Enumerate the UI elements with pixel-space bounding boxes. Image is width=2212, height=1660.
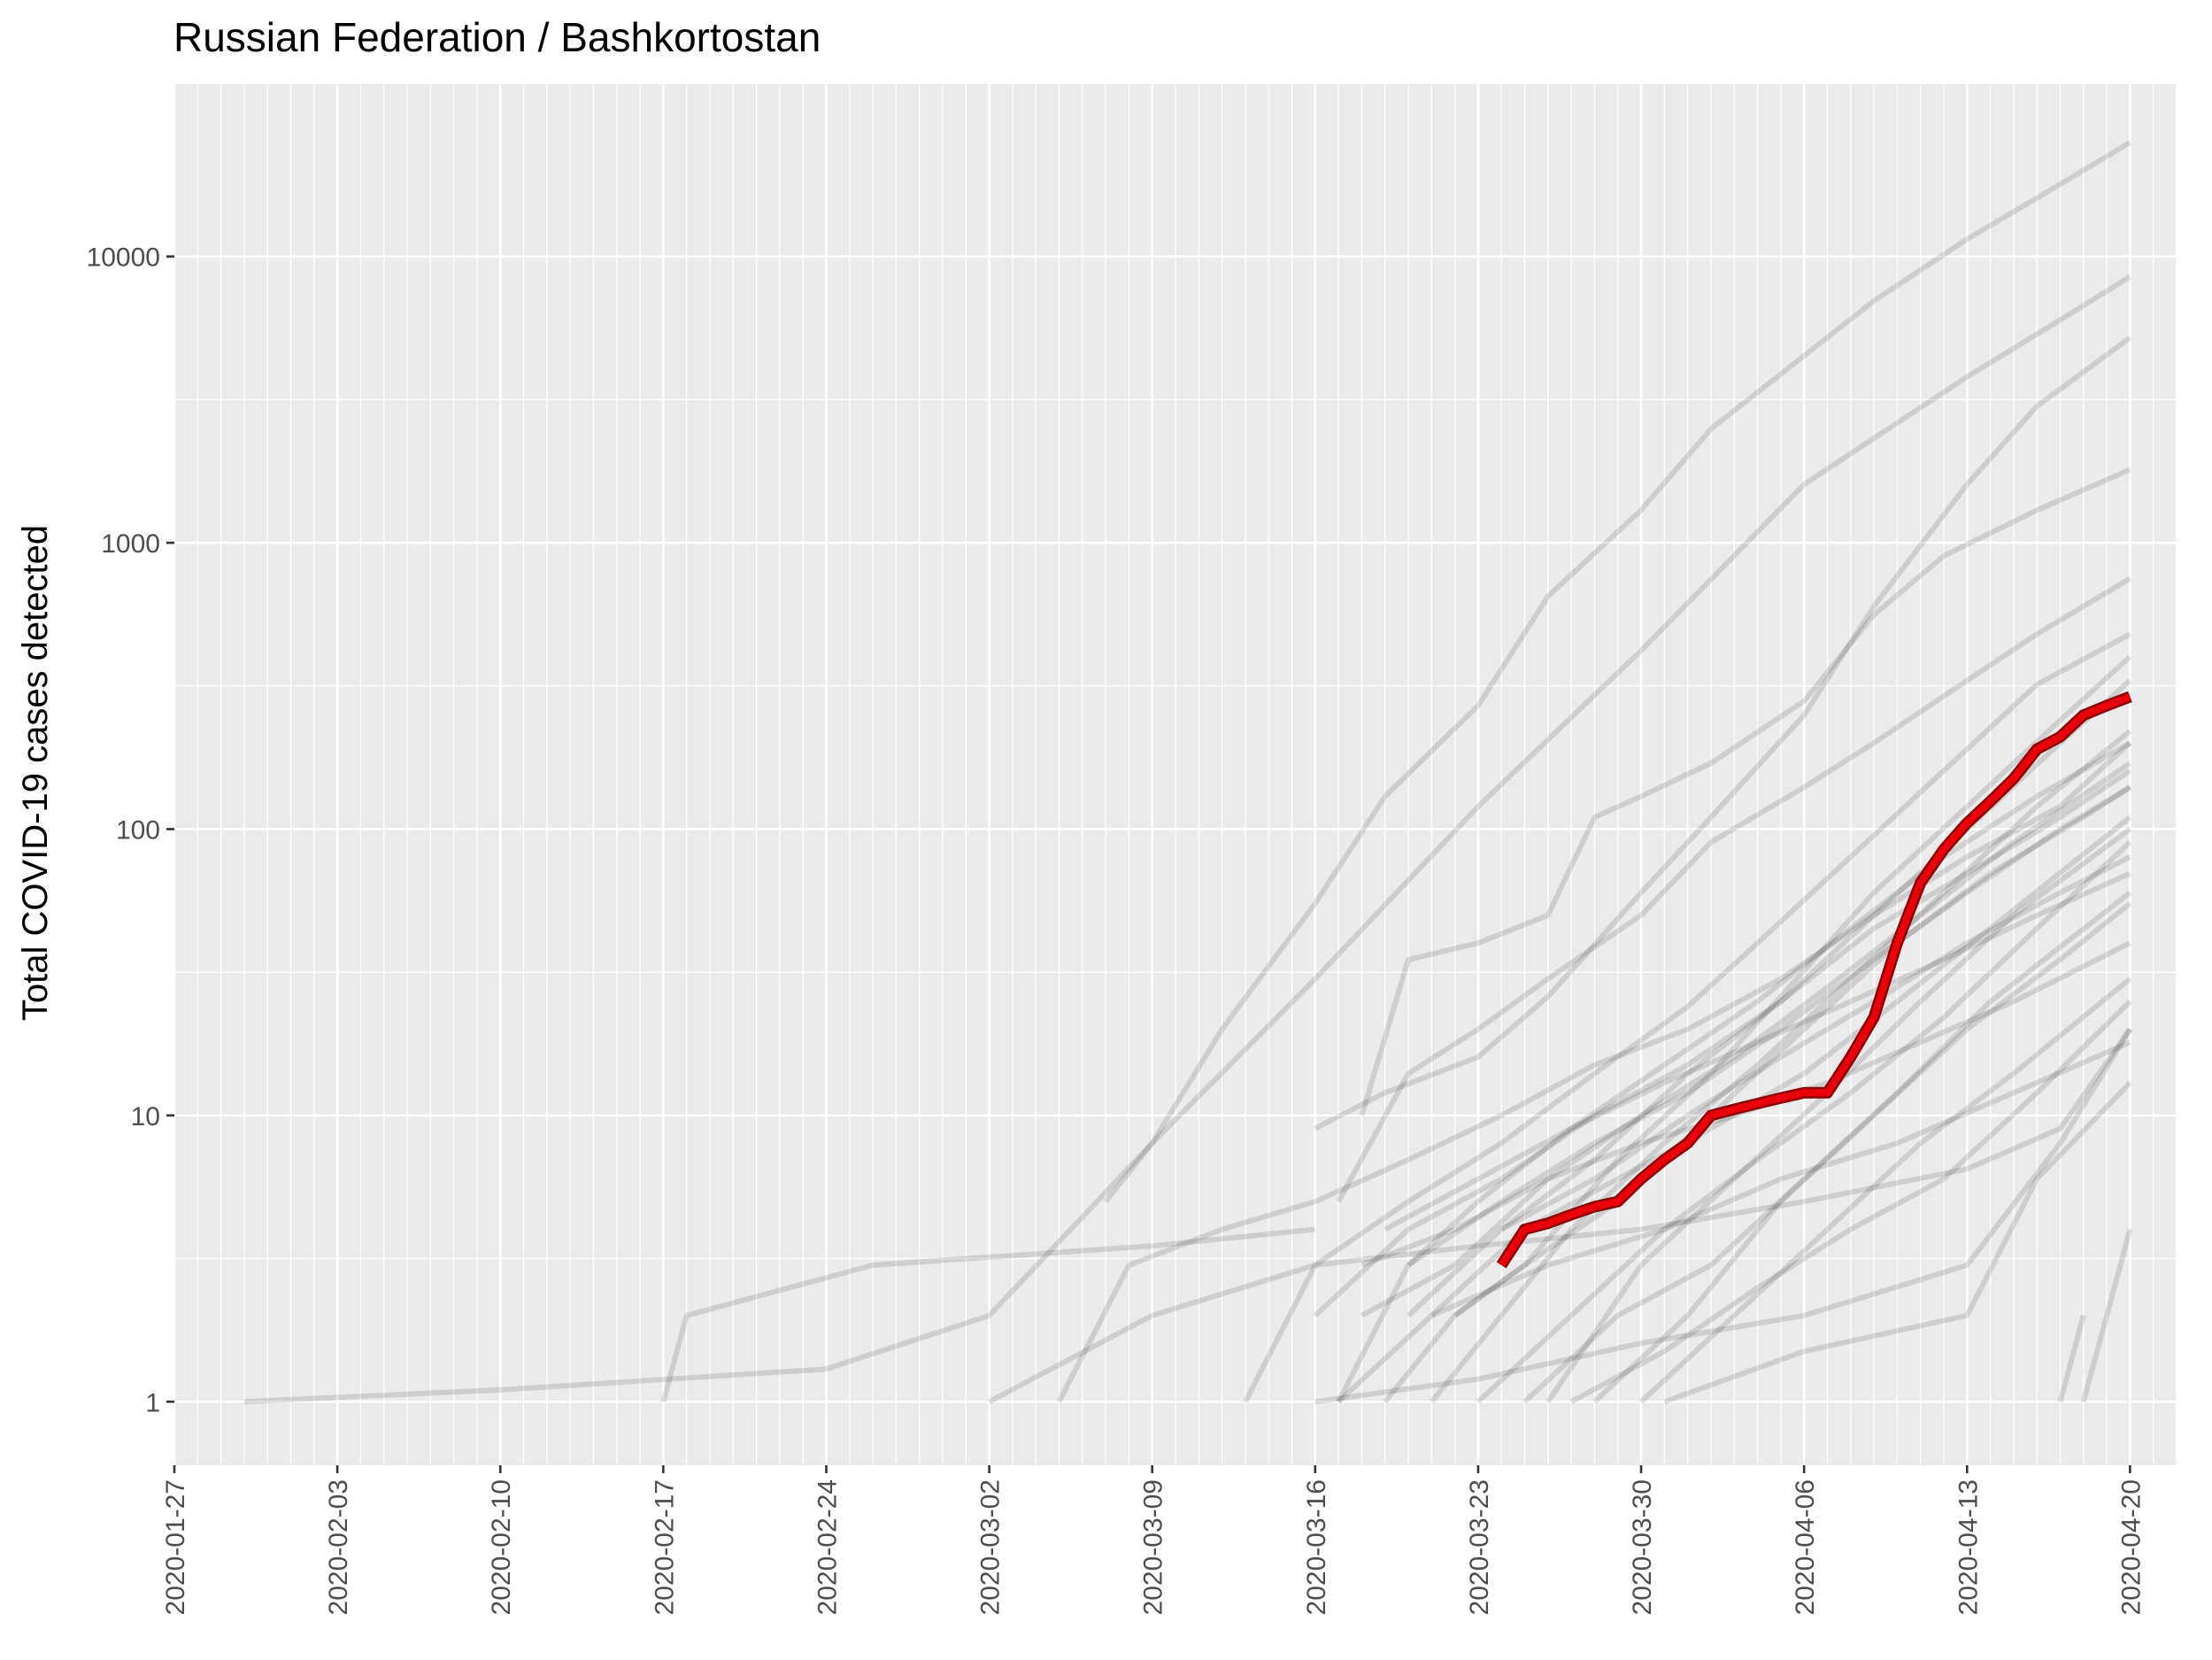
background-series-line	[1453, 784, 2132, 1318]
highlight-series-line	[1498, 693, 2131, 1268]
x-tick-label: 2020-03-23	[1465, 1479, 1494, 1615]
background-series-line	[1336, 575, 2131, 1203]
background-series-line	[1383, 870, 2131, 1232]
background-series-line	[660, 1226, 1316, 1403]
y-axis-label: Total COVID-19 cases detected	[16, 525, 55, 1021]
background-series-line	[1663, 1080, 2132, 1405]
background-series-line	[1337, 815, 2132, 1404]
background-series-line	[1360, 761, 2132, 1318]
background-series-line	[2080, 1228, 2133, 1403]
background-series-line	[1336, 740, 2131, 1403]
background-series-line	[1429, 729, 2132, 1404]
background-series-line	[1243, 631, 2131, 1403]
x-tick-label: 2020-02-17	[650, 1479, 679, 1615]
background-series-group	[243, 140, 2133, 1405]
background-series-line	[2057, 1315, 2086, 1403]
background-series-line	[243, 274, 2131, 1405]
y-tick-label: 100	[116, 815, 160, 845]
x-tick-label: 2020-01-27	[161, 1479, 190, 1615]
y-tick-label: 10000	[87, 243, 160, 273]
highlight-series-group	[1496, 691, 2132, 1269]
background-series-line	[1638, 977, 2132, 1404]
x-tick-label: 2020-02-10	[487, 1479, 516, 1615]
background-series-line	[1314, 1027, 2132, 1405]
background-series-line	[1407, 784, 2131, 1268]
x-tick-label: 2020-04-20	[2116, 1479, 2146, 1615]
background-series-line	[1522, 890, 2132, 1404]
background-series-line	[1360, 940, 2131, 1268]
y-tick-label: 1	[145, 1388, 160, 1417]
x-tick-label: 2020-04-06	[1791, 1479, 1820, 1615]
x-tick-label: 2020-02-03	[324, 1479, 353, 1615]
x-tick-label: 2020-04-13	[1954, 1479, 1983, 1615]
y-tick-label: 1000	[101, 529, 160, 559]
y-tick-label: 10	[131, 1102, 160, 1131]
background-series-line	[1314, 336, 2132, 1131]
y-axis: 1 10 100 1000 10000	[87, 243, 174, 1417]
background-series-line	[1476, 840, 2132, 1404]
x-tick-label: 2020-03-30	[1628, 1479, 1657, 1615]
background-series-line	[1430, 1039, 2131, 1318]
background-series-line	[1103, 140, 2131, 1204]
background-series-line	[988, 1027, 2132, 1404]
background-series-line	[1359, 467, 2131, 1116]
background-series-line	[1499, 854, 2131, 1232]
background-series-line	[1406, 768, 2132, 1318]
major-gridlines	[173, 84, 2177, 1465]
background-series-line	[1383, 654, 2132, 1404]
x-tick-label: 2020-02-24	[813, 1479, 843, 1615]
background-series-line	[1056, 740, 2132, 1403]
background-series-line	[1569, 1000, 2132, 1404]
x-axis: 2020-01-27 2020-02-03 2020-02-10 2020-02-17…	[161, 1465, 2146, 1615]
x-tick-label: 2020-03-02	[976, 1479, 1006, 1615]
background-series-line	[1592, 901, 2132, 1404]
chart-title: Russian Federation / Bashkortostan	[173, 14, 821, 60]
x-tick-label: 2020-03-16	[1302, 1479, 1331, 1615]
x-tick-label: 2020-03-09	[1139, 1479, 1168, 1615]
